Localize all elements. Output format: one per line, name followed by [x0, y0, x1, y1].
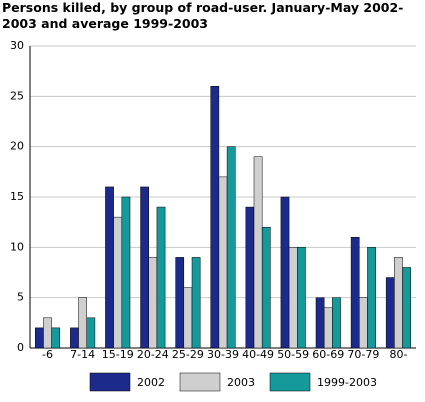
y-tick-label: 30: [10, 39, 24, 52]
y-tick-label: 10: [10, 240, 24, 253]
y-tick-label: 5: [17, 291, 24, 304]
bar: [323, 307, 333, 349]
bar: [183, 287, 193, 349]
x-tick-label: 80-: [389, 348, 407, 361]
x-tick-label: 60-69: [312, 348, 344, 361]
bar: [70, 327, 79, 349]
bar: [394, 257, 403, 349]
bar: [140, 186, 149, 349]
y-tick-label: 25: [10, 89, 24, 102]
legend-label: 1999-2003: [317, 376, 377, 389]
legend-swatch: [269, 372, 311, 392]
bar: [261, 226, 271, 349]
bar: [148, 257, 158, 349]
bar: [113, 216, 123, 349]
bar: [367, 247, 376, 349]
bar: [288, 247, 298, 349]
bar: [191, 257, 201, 349]
bar: [226, 146, 236, 349]
y-tick-label: 20: [10, 140, 24, 153]
bar: [297, 247, 306, 349]
chart-title: Persons killed, by group of road-user. J…: [2, 0, 404, 31]
bar: [51, 327, 61, 349]
y-tick-label: 0: [17, 341, 24, 354]
bar: [245, 206, 255, 349]
bar: [350, 237, 360, 349]
bar: [315, 297, 325, 349]
legend-swatch: [89, 372, 131, 392]
bar: [359, 297, 368, 349]
bar: [218, 176, 228, 349]
bar: [280, 196, 290, 349]
x-tick-label: 20-24: [137, 348, 169, 361]
bar: [175, 257, 185, 349]
y-tick-label: 15: [10, 190, 24, 203]
x-tick-label: -6: [42, 348, 53, 361]
legend-swatch: [179, 372, 221, 392]
bar: [402, 267, 411, 349]
x-tick-label: 30-39: [207, 348, 239, 361]
bar: [332, 297, 341, 349]
x-tick-label: 50-59: [277, 348, 309, 361]
bar: [78, 297, 87, 349]
x-tick-label: 70-79: [347, 348, 379, 361]
x-tick-label: 7-14: [70, 348, 95, 361]
bar: [35, 327, 44, 349]
bar: [86, 317, 96, 349]
bar: [156, 206, 166, 349]
x-tick-label: 25-29: [172, 348, 204, 361]
bar: [105, 186, 114, 349]
bar: [121, 196, 131, 349]
legend-label: 2002: [137, 376, 165, 389]
x-tick-label: 15-19: [102, 348, 134, 361]
bar: [385, 277, 395, 349]
bar: [210, 86, 220, 349]
bar: [43, 317, 52, 349]
bar: [253, 156, 263, 349]
legend-label: 2003: [227, 376, 255, 389]
x-tick-label: 40-49: [242, 348, 274, 361]
